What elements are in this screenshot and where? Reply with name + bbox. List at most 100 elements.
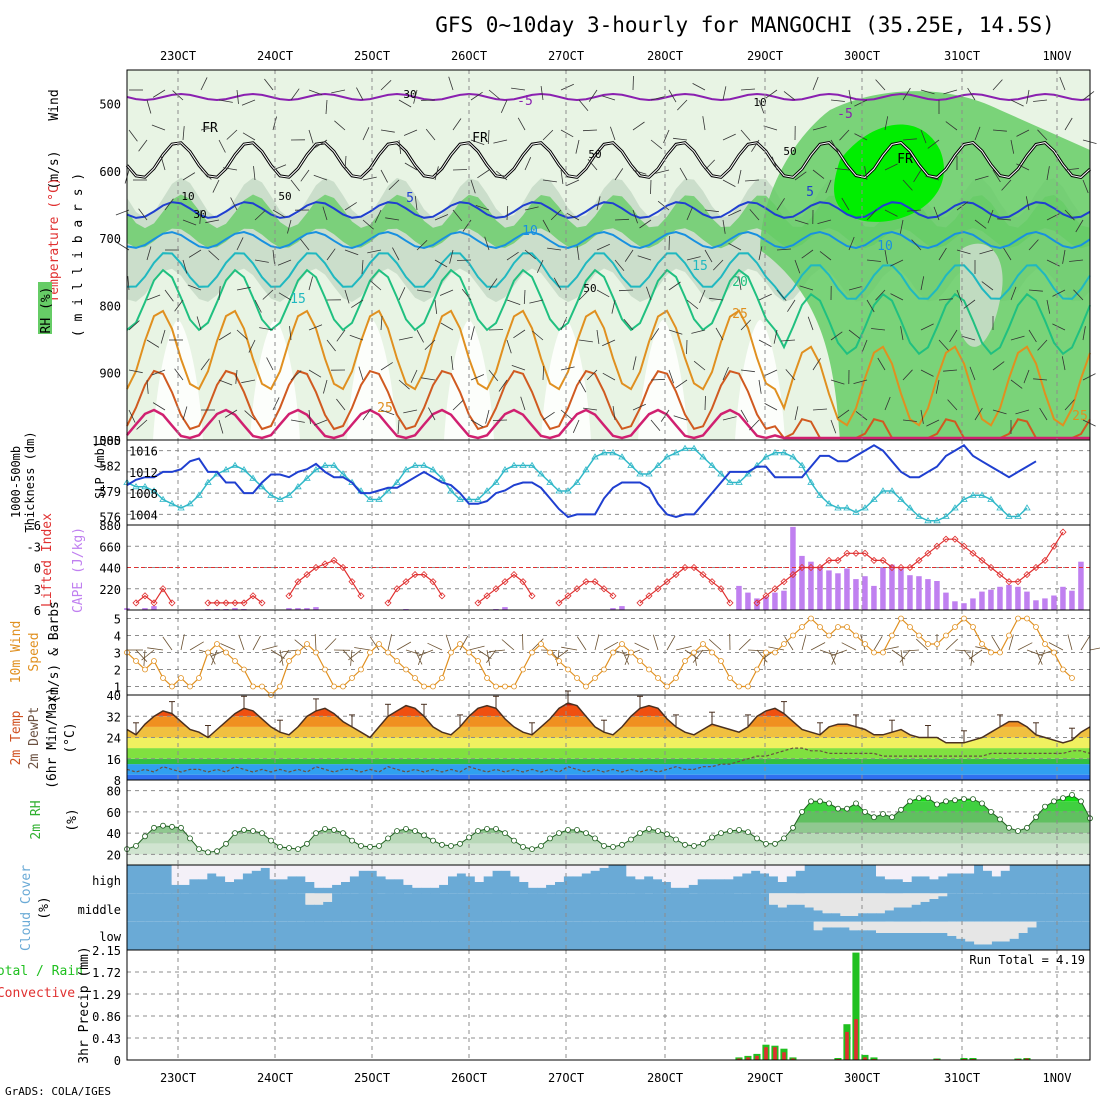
precip-tick-0: 0	[114, 1054, 121, 1068]
cloud-low-cell	[894, 933, 903, 950]
wind-speed-point	[989, 650, 994, 655]
wind-speed-point	[998, 650, 1003, 655]
cape-bar	[1033, 600, 1039, 610]
surface-wind-barb	[354, 648, 370, 651]
rh2m-point	[494, 826, 499, 831]
wind-speed-point	[278, 684, 283, 689]
upper-wind-barb	[453, 170, 467, 171]
cloud-high-cell	[181, 885, 190, 894]
cloud-middle-cell	[823, 913, 832, 922]
cloud-high-cell	[938, 876, 947, 893]
cloud-low-cell	[1072, 922, 1081, 950]
cloud-middle-clear	[894, 893, 903, 907]
cloud-middle-cell	[493, 893, 502, 921]
cape-bar	[979, 592, 985, 610]
cloud-low-cell	[430, 922, 439, 950]
cloud-low-cell	[930, 933, 939, 950]
wind-speed-point	[593, 676, 598, 681]
pressure-tick-2: 700	[99, 232, 121, 246]
wind-speed-point	[611, 650, 616, 655]
cloud-middle-cell	[564, 893, 573, 921]
cloud-middle-cell	[225, 893, 234, 921]
surface-wind-barb	[147, 648, 163, 650]
rh2m-point	[197, 847, 202, 852]
cloud-high-cell	[430, 888, 439, 894]
cloud-high-cell	[475, 882, 484, 893]
wind-speed-point	[809, 616, 814, 621]
cloud-high-cell	[894, 879, 903, 893]
rh-axis-label: RH (%)	[39, 287, 54, 334]
cloud-low-cell	[831, 927, 840, 950]
cloud-low-cell	[591, 922, 600, 950]
cloud-high-clear	[243, 865, 252, 874]
cloud-high-clear	[341, 865, 350, 882]
rh2m-point	[998, 817, 1003, 822]
upper-wind-barb	[457, 260, 471, 261]
rh2m-point	[872, 815, 877, 820]
wind-speed-line	[127, 619, 1072, 696]
cloud-middle-cell	[448, 893, 457, 921]
cloud-high-cell	[680, 888, 689, 894]
rh2m-point	[323, 826, 328, 831]
cloud-low-cell	[341, 922, 350, 950]
top-date-label-2: 25OCT	[354, 49, 390, 63]
upper-wind-barb	[489, 330, 503, 331]
wind-speed-point	[233, 659, 238, 664]
cloud-high-cell	[421, 888, 430, 894]
contour-label-0: -5	[517, 94, 533, 109]
rh2m-point	[899, 807, 904, 812]
cloud-middle-cell	[323, 902, 332, 922]
cloud-high-cell	[270, 879, 279, 893]
cloud-low-cell	[903, 933, 912, 950]
cape-bar	[997, 587, 1003, 610]
cloud-high-cell	[136, 865, 145, 893]
pressure-tick-4: 900	[99, 367, 121, 381]
cloud-high-cell	[1028, 865, 1037, 893]
rh2m-point	[917, 796, 922, 801]
cape-bar	[1078, 562, 1084, 610]
slp-line	[127, 445, 1036, 517]
cloud-low-cell	[742, 922, 751, 950]
cloud-low-cell	[626, 922, 635, 950]
rh2m-point	[296, 847, 301, 852]
cloud-middle-cell	[653, 893, 662, 921]
wind-speed-point	[422, 684, 427, 689]
rh2m-point	[611, 844, 616, 849]
contour-label-13: 25	[732, 307, 748, 322]
cloud-middle-cell	[216, 893, 225, 921]
cloud-low-cell	[787, 922, 796, 950]
cloud-high-clear	[510, 865, 519, 876]
cloud-low-cell	[136, 922, 145, 950]
cloud-high-clear	[484, 865, 493, 876]
cloud-middle-cell	[395, 893, 404, 921]
cloud-middle-cell	[698, 893, 707, 921]
cloud-axis-label: Cloud Cover	[19, 865, 34, 951]
cloud-middle-cell	[903, 908, 912, 922]
wind-axis-label: Wind	[47, 89, 62, 120]
cloud-middle-clear	[805, 893, 814, 907]
cloud-low-cell	[207, 922, 216, 950]
cloud-middle-cell	[243, 893, 252, 921]
contour-label-1: -5	[837, 107, 853, 122]
cloud-high-cell	[510, 876, 519, 893]
pressure-tick-1: 600	[99, 165, 121, 179]
cape-bar	[790, 527, 796, 610]
rh2m-tick-0: 20	[107, 848, 121, 862]
wind-speed-point	[1034, 625, 1039, 630]
rh2m-point	[755, 836, 760, 841]
cloud-low-cell	[662, 922, 671, 950]
cloud-high-cell	[261, 868, 270, 894]
cloud-low-clear	[831, 922, 840, 928]
wind-speed-point	[638, 659, 643, 664]
cape-bar	[871, 586, 877, 610]
cloud-low-cell	[145, 922, 154, 950]
cloud-high-cell	[555, 882, 564, 893]
temp-tick-4: 40	[107, 689, 121, 703]
cloud-middle-cell	[1045, 893, 1054, 921]
cloud-high-clear	[323, 865, 332, 888]
cloud-middle-cell	[305, 905, 314, 922]
top-date-label-8: 31OCT	[944, 49, 980, 63]
rh2m-point	[287, 846, 292, 851]
